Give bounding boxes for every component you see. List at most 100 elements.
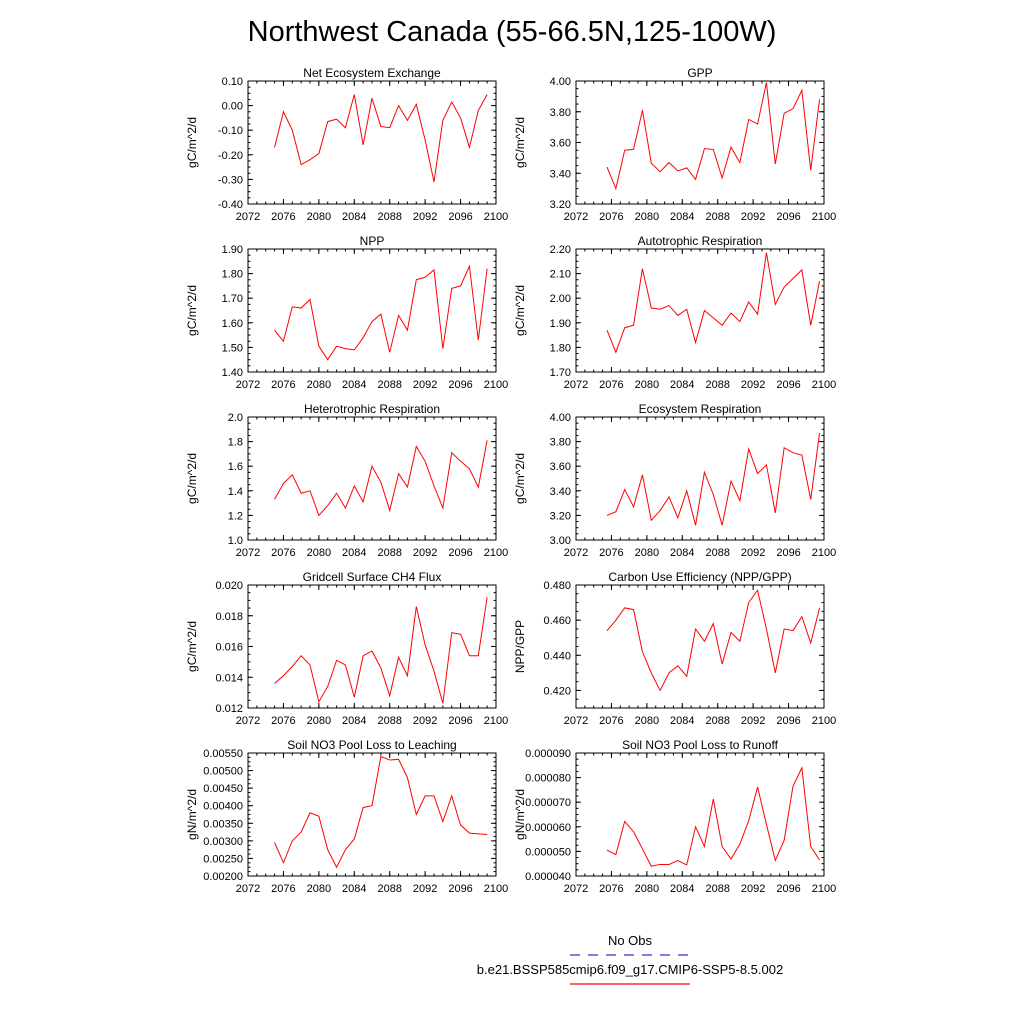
- x-tick-label: 2088: [705, 547, 729, 559]
- x-tick-label: 2100: [812, 715, 836, 727]
- y-tick-label: 0.460: [543, 615, 571, 627]
- y-tick-label: 0.480: [543, 580, 571, 592]
- x-tick-label: 2100: [812, 547, 836, 559]
- series-line: [606, 252, 821, 354]
- y-tick-label: 0.00200: [203, 871, 243, 883]
- y-tick-label: 0.020: [215, 580, 243, 592]
- y-tick-label: 0.000070: [525, 797, 571, 809]
- x-tick-label: 2088: [377, 883, 401, 895]
- x-tick-label: 2076: [271, 379, 295, 391]
- series-line: [274, 597, 488, 704]
- plot-frame: [575, 584, 825, 709]
- y-tick-label: 0.00300: [203, 836, 243, 848]
- x-tick-label: 2076: [599, 547, 623, 559]
- y-tick-label: 0.00: [222, 101, 243, 113]
- panel-title: Heterotrophic Respiration: [304, 402, 440, 416]
- y-tick-label: 0.00250: [203, 853, 243, 865]
- x-tick-label: 2100: [484, 379, 508, 391]
- y-axis-label: gN/m^2/d: [185, 789, 199, 840]
- x-tick-label: 2076: [599, 379, 623, 391]
- y-tick-label: -0.20: [218, 150, 243, 162]
- x-tick-label: 2100: [484, 883, 508, 895]
- panel-grid: Net Ecosystem Exchange gC/m^2/d 2072 2076 20…: [185, 66, 836, 895]
- y-tick-label: 3.40: [550, 168, 571, 180]
- y-tick-label: 4.00: [550, 76, 571, 88]
- x-tick-label: 2080: [635, 547, 659, 559]
- x-tick-label: 2072: [564, 379, 588, 391]
- y-axis-label: gC/m^2/d: [185, 117, 199, 168]
- y-tick-label: 2.00: [550, 293, 571, 305]
- plot-frame: [575, 80, 825, 205]
- plot-frame: [247, 248, 497, 373]
- panel-1: Net Ecosystem Exchange gC/m^2/d 2072 2076 20…: [185, 66, 508, 223]
- series-line: [606, 589, 821, 692]
- y-tick-label: 3.00: [550, 535, 571, 547]
- y-tick-label: 1.2: [228, 510, 243, 522]
- x-tick-label: 2096: [448, 715, 472, 727]
- x-tick-label: 2088: [377, 379, 401, 391]
- y-tick-label: 0.00500: [203, 766, 243, 778]
- x-tick-label: 2076: [271, 715, 295, 727]
- y-tick-label: 1.40: [222, 367, 243, 379]
- x-tick-label: 2100: [484, 547, 508, 559]
- y-tick-label: 2.10: [550, 269, 571, 281]
- x-tick-label: 2076: [599, 211, 623, 223]
- x-tick-label: 2100: [812, 883, 836, 895]
- y-tick-label: 3.80: [550, 107, 571, 119]
- x-tick-label: 2100: [484, 715, 508, 727]
- y-tick-label: 0.10: [222, 76, 243, 88]
- y-tick-label: 1.6: [228, 461, 243, 473]
- panel-9: Soil NO3 Pool Loss to Leaching gN/m^2/d 20…: [185, 738, 508, 895]
- y-tick-label: 0.014: [215, 672, 243, 684]
- x-tick-label: 2084: [670, 379, 694, 391]
- y-axis-label: gC/m^2/d: [185, 285, 199, 336]
- y-tick-label: 0.000080: [525, 773, 571, 785]
- x-tick-label: 2080: [635, 379, 659, 391]
- x-tick-label: 2072: [564, 715, 588, 727]
- y-tick-label: 1.70: [222, 293, 243, 305]
- plot-frame: [575, 752, 825, 877]
- x-tick-label: 2092: [741, 379, 765, 391]
- y-tick-label: 0.000050: [525, 846, 571, 858]
- x-tick-label: 2088: [705, 379, 729, 391]
- y-tick-label: 3.60: [550, 138, 571, 150]
- y-tick-label: 0.000040: [525, 871, 571, 883]
- panel-8: Carbon Use Efficiency (NPP/GPP) NPP/GPP 20…: [513, 570, 836, 727]
- y-tick-label: -0.30: [218, 174, 243, 186]
- x-tick-label: 2096: [776, 715, 800, 727]
- x-tick-label: 2080: [307, 211, 331, 223]
- x-tick-label: 2096: [776, 379, 800, 391]
- y-tick-label: -0.10: [218, 125, 243, 137]
- y-tick-label: 4.00: [550, 412, 571, 424]
- figure-title: Northwest Canada (55-66.5N,125-100W): [248, 16, 777, 48]
- x-tick-label: 2100: [812, 211, 836, 223]
- x-tick-label: 2088: [377, 547, 401, 559]
- y-tick-label: 1.60: [222, 318, 243, 330]
- x-tick-label: 2084: [342, 883, 366, 895]
- y-tick-label: 0.00400: [203, 801, 243, 813]
- y-tick-label: 2.0: [228, 412, 243, 424]
- panel-4: Autotrophic Respiration gC/m^2/d 2072 2076 2…: [513, 234, 836, 391]
- y-axis-label: gC/m^2/d: [185, 453, 199, 504]
- x-tick-label: 2096: [448, 379, 472, 391]
- x-tick-label: 2080: [307, 379, 331, 391]
- y-tick-label: 1.0: [228, 535, 243, 547]
- x-tick-label: 2072: [564, 883, 588, 895]
- y-tick-label: 1.80: [550, 342, 571, 354]
- x-tick-label: 2092: [413, 715, 437, 727]
- plot-frame: [575, 248, 825, 373]
- x-tick-label: 2080: [635, 883, 659, 895]
- panel-7: Gridcell Surface CH4 Flux gC/m^2/d 2072 207…: [185, 570, 508, 727]
- panel-title: NPP: [360, 234, 385, 248]
- x-tick-label: 2072: [236, 547, 260, 559]
- panel-title: Soil NO3 Pool Loss to Runoff: [622, 738, 779, 752]
- x-tick-label: 2096: [776, 547, 800, 559]
- x-tick-label: 2072: [564, 547, 588, 559]
- y-tick-label: 3.40: [550, 486, 571, 498]
- x-tick-label: 2096: [776, 883, 800, 895]
- y-tick-label: 0.00350: [203, 818, 243, 830]
- x-tick-label: 2092: [741, 883, 765, 895]
- y-tick-label: -0.40: [218, 199, 243, 211]
- y-tick-label: 0.018: [215, 611, 243, 623]
- x-tick-label: 2084: [670, 211, 694, 223]
